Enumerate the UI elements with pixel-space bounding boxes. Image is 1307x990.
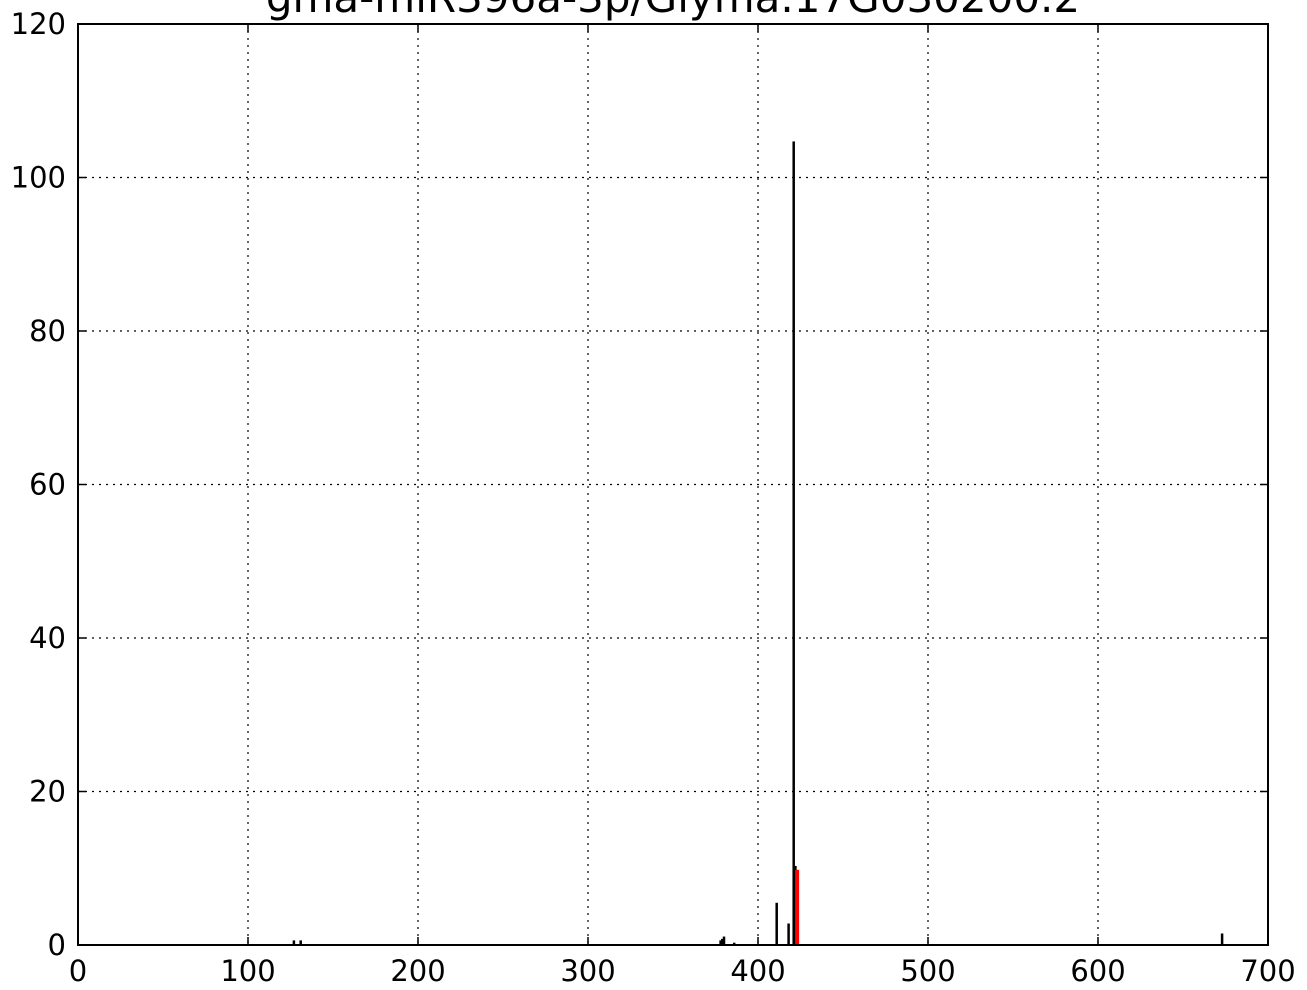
data-bar [1220, 933, 1224, 945]
y-tick-label: 20 [29, 775, 66, 809]
x-tick-label: 300 [560, 954, 615, 986]
data-bar [732, 942, 736, 945]
x-tick-label: 0 [69, 954, 87, 986]
data-bar [292, 940, 296, 945]
x-tick-label: 500 [900, 954, 955, 986]
x-tick-label: 700 [1240, 954, 1295, 986]
data-bar [299, 940, 302, 945]
grid-lines [78, 24, 1268, 945]
data-bar [722, 936, 726, 945]
x-tick-label: 400 [730, 954, 785, 986]
axis-ticks [77, 23, 1269, 946]
x-tick-label: 200 [390, 954, 445, 986]
data-bar [719, 940, 722, 945]
tick-labels: 0 100 200 300 400 500 600 700 0 20 40 60 80 100 120 [11, 7, 1296, 988]
data-bars [292, 141, 1224, 946]
data-bar [721, 938, 724, 945]
x-tick-label: 600 [1070, 954, 1125, 986]
y-tick-label: 100 [11, 161, 66, 195]
y-tick-label: 120 [11, 7, 66, 41]
data-bar [775, 902, 778, 945]
x-tick-label: 100 [220, 954, 275, 986]
data-bar [795, 869, 800, 945]
y-tick-label: 0 [48, 928, 66, 962]
y-tick-label: 60 [29, 468, 66, 502]
chart-title: gma-miR396a-3p/Glyma.17G030200.2 [266, 0, 1080, 22]
y-tick-label: 40 [29, 621, 66, 655]
data-bar [787, 923, 790, 945]
data-bar [792, 141, 795, 946]
y-tick-label: 80 [29, 314, 66, 348]
